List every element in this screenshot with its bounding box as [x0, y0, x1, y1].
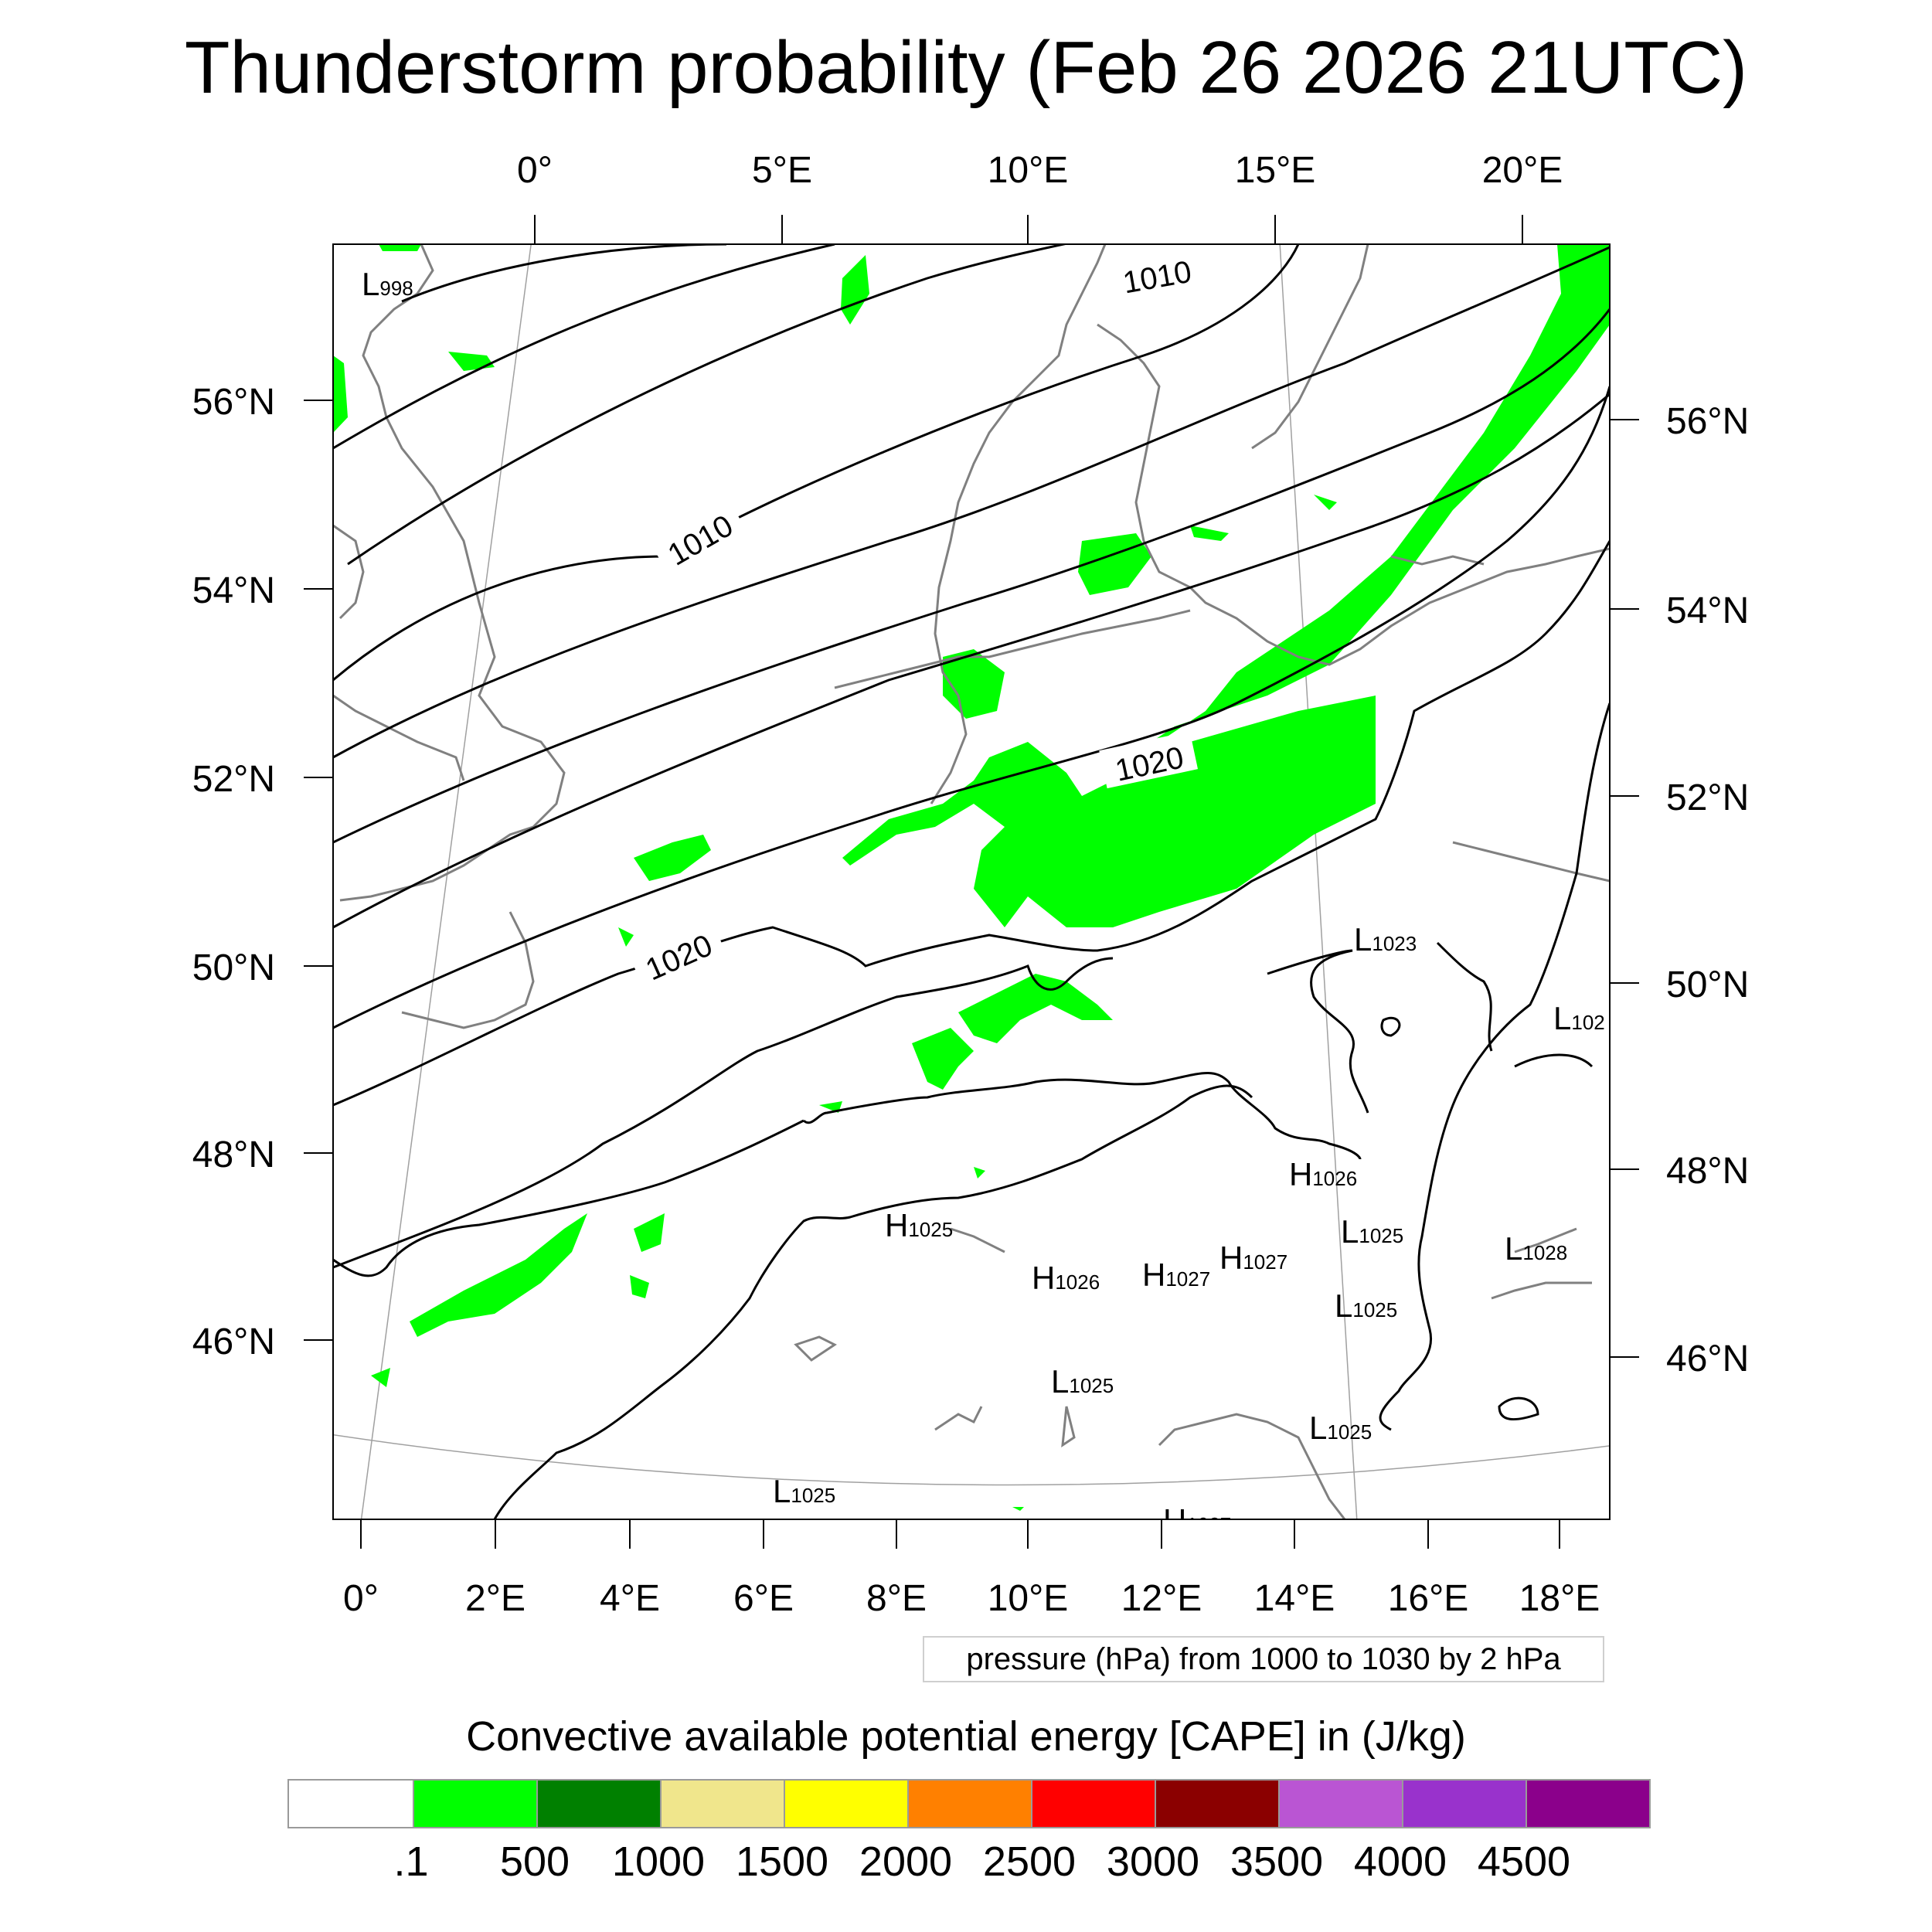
cape-regions: [333, 244, 1610, 1511]
pressure-center: H1025: [885, 1207, 953, 1243]
tick-label: 46°N: [1666, 1338, 1749, 1379]
colorbar-swatch: [1031, 1781, 1155, 1827]
tick-label: 10°E: [988, 150, 1069, 191]
tick-label: 15°E: [1235, 150, 1316, 191]
tick-label: 0°: [517, 150, 553, 191]
colorbar-swatch: [536, 1781, 660, 1827]
bottom-axis-labels: 0° 2°E 4°E 6°E 8°E 10°E 12°E 14°E 16°E 1…: [343, 1578, 1600, 1619]
graticule: [333, 244, 1610, 1519]
tick-label: 54°N: [1666, 590, 1749, 631]
pressure-center: L1025: [773, 1473, 835, 1509]
colorbar-label: 500: [499, 1838, 570, 1885]
colorbar-label: 4000: [1353, 1838, 1447, 1885]
colorbar-swatch: [289, 1781, 413, 1827]
pressure-center: L1025: [1309, 1410, 1372, 1446]
top-axis-labels: 0° 5°E 10°E 15°E 20°E: [517, 150, 1563, 191]
right-axis-labels: 56°N 54°N 52°N 50°N 48°N 46°N: [1666, 401, 1749, 1379]
pressure-center: L998: [362, 266, 413, 302]
pressure-center: H1027: [1219, 1240, 1287, 1276]
tick-label: 50°N: [1666, 964, 1749, 1005]
legend-title: Convective available potential energy [C…: [466, 1713, 1466, 1760]
tick-label: 16°E: [1388, 1578, 1469, 1619]
tick-label: 54°N: [192, 570, 275, 611]
colorbar-labels: .1 500 1000 1500 2000 2500 3000 3500 4000 4500: [287, 1835, 1654, 1889]
colorbar-label: 2500: [982, 1838, 1077, 1885]
map-title: Thunderstorm probability (Feb 26 2026 21…: [184, 26, 1748, 109]
contour-labels: 1010 1010 1020 1020: [629, 249, 1204, 990]
colorbar-swatch: [907, 1781, 1031, 1827]
colorbar-swatch: [660, 1781, 784, 1827]
pressure-center: L1025: [1341, 1213, 1403, 1250]
left-axis-labels: 56°N 54°N 52°N 50°N 48°N 46°N: [192, 382, 275, 1362]
tick-label: 2°E: [465, 1578, 526, 1619]
tick-label: 46°N: [192, 1321, 275, 1362]
map-frame: [332, 243, 1611, 1520]
pressure-center: L1025: [1335, 1287, 1397, 1324]
pressure-center: H1026: [1032, 1260, 1100, 1296]
pressure-center: L102: [1553, 1000, 1605, 1036]
tick-label: 52°N: [1666, 777, 1749, 818]
colorbar-swatch: [1155, 1781, 1278, 1827]
colorbar-swatch: [784, 1781, 907, 1827]
colorbar: [287, 1779, 1651, 1828]
tick-label: 8°E: [866, 1578, 927, 1619]
pressure-center: L1023: [1354, 921, 1417, 957]
axis-ticks: [304, 215, 1639, 1549]
colorbar-swatch: [1526, 1781, 1649, 1827]
tick-label: 48°N: [192, 1134, 275, 1175]
colorbar-label: 3000: [1106, 1838, 1200, 1885]
contour-info-box: pressure (hPa) from 1000 to 1030 by 2 hP…: [923, 1636, 1604, 1682]
tick-label: 14°E: [1254, 1578, 1335, 1619]
tick-label: 48°N: [1666, 1151, 1749, 1192]
colorbar-label: 3500: [1230, 1838, 1324, 1885]
tick-label: 12°E: [1121, 1578, 1202, 1619]
pressure-center: L1028: [1505, 1230, 1567, 1267]
tick-label: 10°E: [988, 1578, 1069, 1619]
tick-label: 50°N: [192, 947, 275, 988]
pressure-center: H1026: [1289, 1156, 1357, 1192]
colorbar-label: 1500: [735, 1838, 829, 1885]
colorbar-swatch: [1278, 1781, 1402, 1827]
colorbar-swatch: [1402, 1781, 1526, 1827]
coastlines: [333, 244, 1610, 1519]
tick-label: 4°E: [600, 1578, 660, 1619]
tick-label: 5°E: [752, 150, 812, 191]
isobars: [333, 244, 1610, 1519]
tick-label: 18°E: [1519, 1578, 1600, 1619]
pressure-centers: L998 L1023 L102 H1026 H1025 L1025 L1028 …: [362, 266, 1605, 1539]
pressure-center: H1027: [1163, 1502, 1231, 1539]
tick-label: 56°N: [192, 382, 275, 423]
tick-label: 52°N: [192, 759, 275, 800]
colorbar-label: 2000: [859, 1838, 953, 1885]
pressure-center: H1027: [1142, 1257, 1210, 1293]
tick-label: 6°E: [733, 1578, 794, 1619]
pressure-center: L1025: [1051, 1363, 1114, 1400]
colorbar-label: 1000: [611, 1838, 706, 1885]
tick-label: 20°E: [1482, 150, 1563, 191]
colorbar-label: 4500: [1477, 1838, 1571, 1885]
tick-label: 0°: [343, 1578, 379, 1619]
colorbar-swatch: [413, 1781, 536, 1827]
tick-label: 56°N: [1666, 401, 1749, 442]
colorbar-label: .1: [393, 1838, 429, 1885]
